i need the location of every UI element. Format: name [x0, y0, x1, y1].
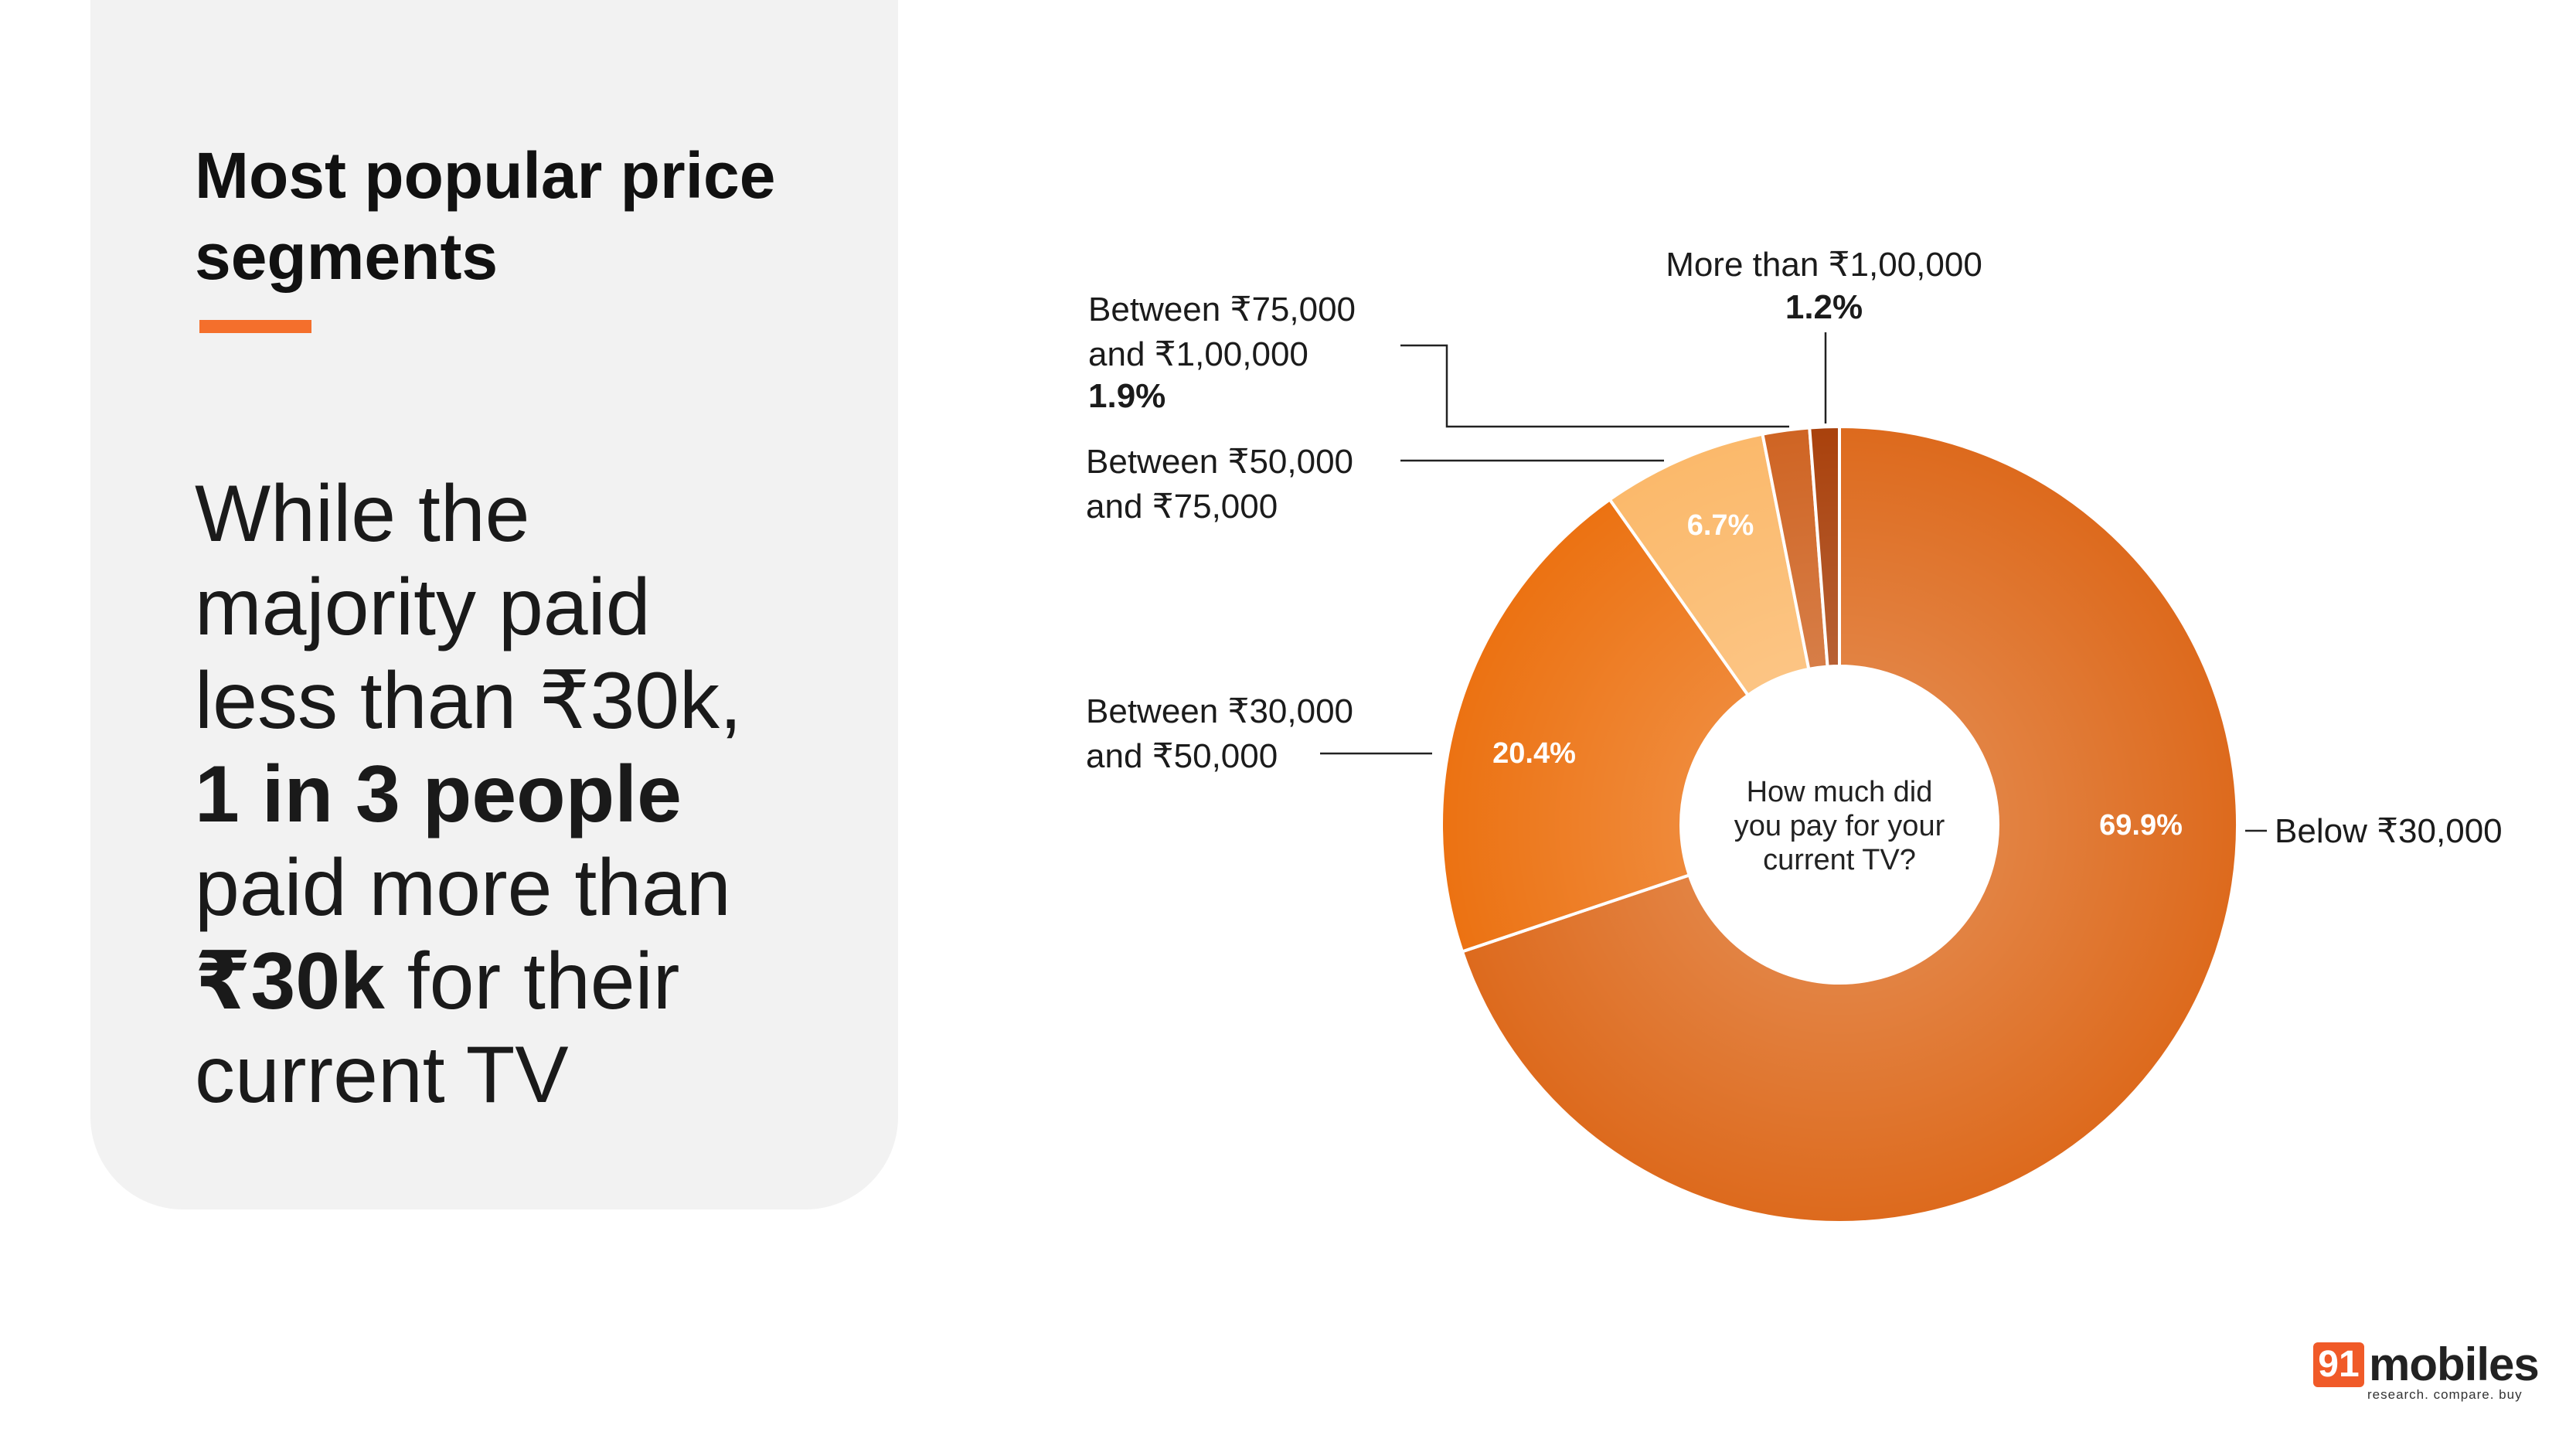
category-label: Between ₹30,000: [1086, 692, 1353, 730]
leader-line-75k-1l: [1400, 344, 1789, 428]
category-label: Between ₹50,000: [1086, 443, 1353, 481]
summary-line-6-rest: for their: [384, 937, 680, 1026]
slice-value-label: 1.9%: [1088, 377, 1165, 415]
logo-wordmark: mobiles: [2369, 1338, 2540, 1390]
center-label-line: How much did: [1747, 776, 1933, 808]
category-label: Between ₹75,000: [1088, 291, 1356, 328]
category-label: and ₹1,00,000: [1088, 335, 1308, 373]
donut-glow: [1441, 427, 2237, 1223]
center-label-line: current TV?: [1763, 844, 1916, 876]
slice-value-label: 6.7%: [1687, 509, 1754, 542]
summary-line-5: paid more than: [195, 843, 731, 933]
summary-text: While the majority paid less than ₹30k, …: [195, 468, 859, 1122]
category-label: More than ₹1,00,000: [1666, 246, 1982, 284]
logo-tagline: research. compare. buy: [2367, 1387, 2523, 1402]
summary-line-2: majority paid: [195, 563, 651, 652]
brand-logo: 91 mobiles research. compare. buy: [2313, 1338, 2540, 1404]
title-accent-bar: [199, 320, 311, 333]
page-title: Most popular price segments: [195, 139, 776, 293]
summary-line-4-bold: 1 in 3 people: [195, 750, 682, 839]
slice-value-label: 1.2%: [1785, 288, 1863, 326]
summary-line-6-bold: ₹30k: [195, 937, 385, 1026]
category-label: and ₹50,000: [1086, 737, 1278, 775]
summary-line-3: less than ₹30k,: [195, 656, 742, 746]
category-label: Below ₹30,000: [2275, 812, 2503, 850]
center-label-line: you pay for your: [1734, 810, 1945, 842]
logo-badge: 91: [2313, 1342, 2364, 1387]
slice-value-label: 20.4%: [1492, 737, 1576, 770]
category-label: and ₹75,000: [1086, 488, 1278, 526]
left-panel: [90, 0, 898, 1209]
summary-line-1: While the: [195, 469, 530, 559]
slice-value-label: 69.9%: [2099, 809, 2183, 842]
summary-line-7: current TV: [195, 1030, 569, 1120]
